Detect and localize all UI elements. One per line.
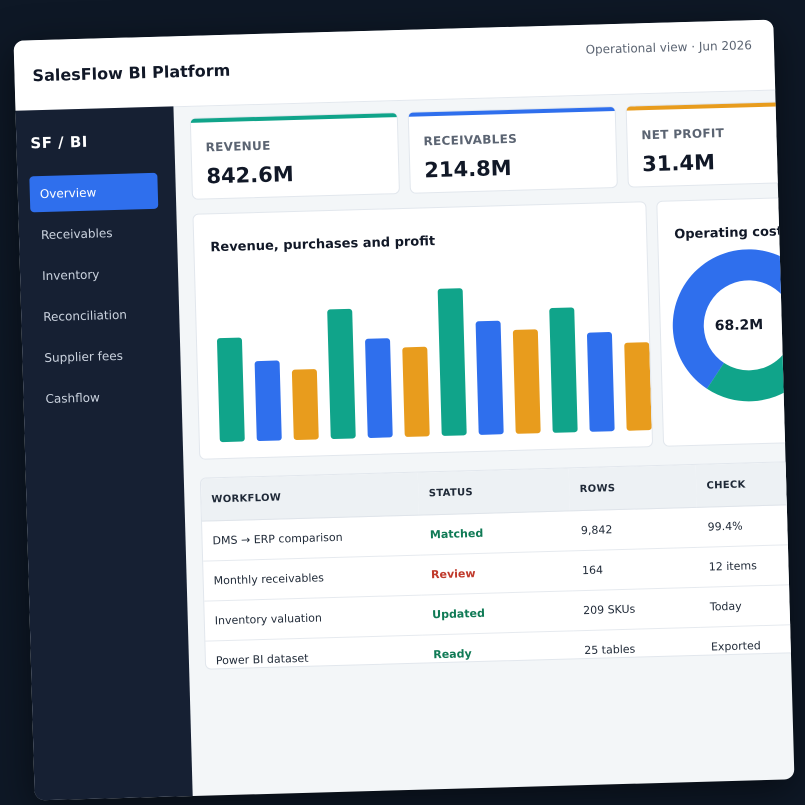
sidebar-item-receivables[interactable]: Receivables	[40, 226, 113, 243]
workflow-table-panel: WORKFLOW STATUS ROWS CHECK DMS → ERP com…	[199, 460, 795, 670]
kpi-card-revenue: REVENUE 842.6M	[189, 112, 400, 200]
sidebar-item-cashflow[interactable]: Cashflow	[45, 390, 101, 407]
donut-slice-2	[706, 298, 795, 402]
cell-check: 12 items	[698, 544, 795, 588]
donut-chart	[672, 249, 795, 402]
cell-check: Today	[699, 584, 795, 628]
kpi-value: 31.4M	[641, 150, 716, 177]
app-window: SalesFlow BI Platform Operational view ·…	[13, 19, 795, 801]
kpi-accent-bar	[190, 113, 397, 123]
bar-chart	[217, 288, 652, 443]
bar-chart-title: Revenue, purchases and profit	[210, 234, 436, 256]
cell-rows: 9,842	[570, 507, 699, 551]
bar-g4-s2	[586, 332, 615, 432]
kpi-label: RECEIVABLES	[423, 131, 518, 149]
sidebar-item-overview[interactable]: Overview	[29, 172, 159, 213]
kpi-label: NET PROFIT	[641, 125, 725, 143]
kpi-accent-bar	[626, 102, 787, 111]
kpi-accent-bar	[408, 107, 615, 117]
column-header-status[interactable]: STATUS	[418, 468, 571, 516]
kpi-label: REVENUE	[205, 138, 271, 155]
sidebar: SF / BI Overview Receivables Inventory R…	[15, 106, 193, 801]
column-header-rows[interactable]: ROWS	[569, 464, 698, 511]
brand-logo: SF / BI	[30, 132, 89, 153]
kpi-card-net-profit: NET PROFIT 31.4M	[625, 101, 790, 188]
bar-g2-s3	[402, 346, 430, 437]
bar-g3-s2	[475, 320, 504, 435]
bar-g1-s2	[254, 360, 282, 442]
bar-g3-s3	[512, 329, 541, 434]
column-header-check[interactable]: CHECK	[695, 461, 795, 508]
bar-g1-s1	[217, 337, 245, 443]
cell-workflow: Monthly receivables	[203, 555, 422, 602]
cell-check: 99.4%	[697, 504, 795, 548]
sidebar-item-reconciliation[interactable]: Reconciliation	[43, 307, 128, 325]
bar-g1-s3	[291, 369, 319, 441]
sidebar-item-supplier-fees[interactable]: Supplier fees	[44, 348, 124, 366]
cell-workflow: Inventory valuation	[204, 595, 423, 642]
bar-g2-s1	[327, 308, 356, 439]
cell-rows: 209 SKUs	[572, 587, 701, 631]
bar-g4-s3	[624, 342, 652, 431]
status-badge: Matched	[419, 510, 572, 556]
bar-chart-panel: Revenue, purchases and profit	[192, 201, 654, 460]
kpi-value: 842.6M	[206, 161, 295, 189]
column-header-workflow[interactable]: WORKFLOW	[200, 472, 420, 522]
bar-g4-s1	[549, 307, 578, 433]
cell-workflow: Power BI dataset	[205, 635, 424, 670]
workflow-table: WORKFLOW STATUS ROWS CHECK DMS → ERP com…	[200, 461, 795, 670]
sidebar-nav: Overview Receivables Inventory Reconcili…	[29, 172, 164, 422]
status-badge: Ready	[422, 630, 575, 670]
main-content: REVENUE 842.6M RECEIVABLES 214.8M NET PR…	[173, 90, 795, 797]
bar-g2-s2	[365, 338, 393, 438]
status-badge: Review	[420, 550, 573, 596]
cell-workflow: DMS → ERP comparison	[202, 515, 421, 562]
sidebar-item-inventory[interactable]: Inventory	[41, 267, 100, 284]
donut-center-value: 68.2M	[714, 316, 764, 335]
kpi-card-receivables: RECEIVABLES 214.8M	[407, 105, 618, 194]
kpi-value: 214.8M	[423, 155, 512, 183]
status-badge: Updated	[421, 590, 574, 636]
donut-chart-panel: Operating cost 68.2M	[656, 196, 795, 447]
cell-rows: 25 tables	[573, 627, 702, 670]
bar-g3-s1	[437, 288, 467, 436]
view-period-label: Operational view · Jun 2026	[585, 38, 753, 57]
cell-check: Exported	[700, 624, 795, 668]
cell-rows: 164	[571, 547, 700, 591]
app-title: SalesFlow BI Platform	[32, 60, 231, 86]
